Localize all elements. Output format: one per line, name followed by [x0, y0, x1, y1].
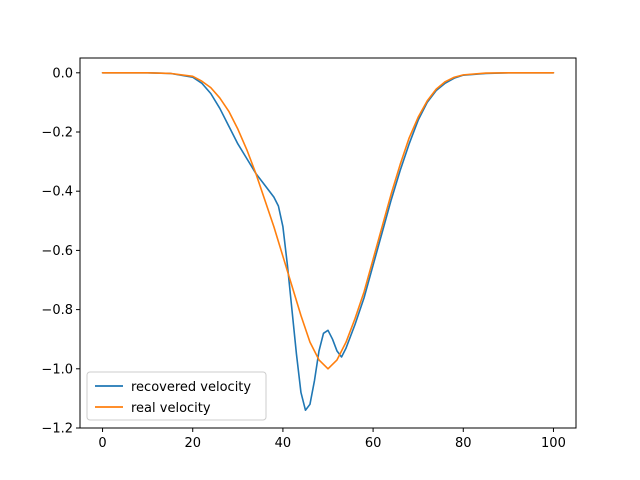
y-tick-label: −0.8 — [41, 303, 73, 318]
y-tick-label: 0.0 — [52, 66, 73, 81]
legend-label-recovered-velocity: recovered velocity — [131, 380, 251, 395]
x-tick-label: 40 — [275, 436, 292, 451]
y-tick-label: −0.4 — [41, 185, 73, 200]
x-tick-label: 0 — [98, 436, 106, 451]
series-layer — [101, 72, 555, 412]
y-tick-label: −1.0 — [41, 362, 73, 377]
tick-layer: 0 20 40 60 80 100 0.0 −0.2 −0.4 −0.6 −0.8 −1.0 −1.2 — [41, 66, 565, 451]
y-tick-label: −0.6 — [41, 244, 73, 259]
x-tick-label: 100 — [541, 436, 566, 451]
series-line-real-velocity — [101, 72, 555, 370]
legend-box — [86, 371, 267, 421]
legend-label-real-velocity: real velocity — [131, 401, 211, 416]
x-tick-label: 60 — [365, 436, 382, 451]
y-tick-label: −1.2 — [41, 422, 73, 437]
legend: recovered velocity real velocity — [86, 371, 267, 421]
y-tick-label: −0.2 — [41, 126, 73, 141]
plot-frame — [79, 57, 577, 429]
series-line-recovered-velocity — [101, 72, 555, 412]
x-tick-label: 80 — [455, 436, 472, 451]
x-tick-label: 20 — [184, 436, 201, 451]
